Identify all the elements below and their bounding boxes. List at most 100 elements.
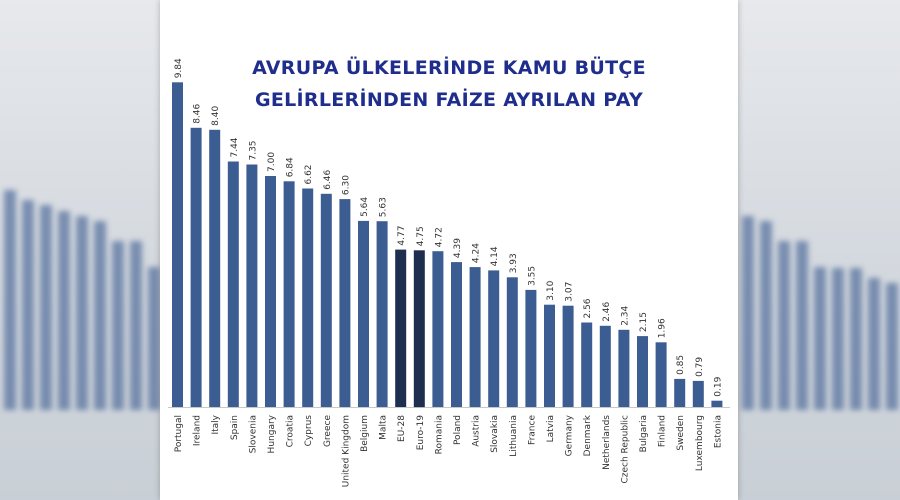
ghost-bar (94, 221, 106, 410)
value-label: 6.30 (341, 175, 351, 195)
ghost-bar (778, 240, 790, 410)
bar-greece (320, 193, 332, 407)
bar-lithuania (506, 277, 518, 407)
category-label: Germany (565, 414, 575, 456)
bar-ireland (190, 127, 202, 408)
value-label: 3.10 (546, 280, 556, 300)
bar-cyprus (302, 188, 314, 407)
category-label: Netherlands (602, 415, 612, 470)
value-label: 8.46 (193, 103, 203, 123)
category-label: Austria (472, 415, 482, 447)
ghost-bar (760, 221, 772, 410)
value-label: 0.19 (713, 376, 723, 396)
value-label: 2.15 (639, 312, 649, 332)
value-label: 7.35 (248, 140, 258, 160)
category-label: Slovakia (490, 415, 500, 453)
value-label: 5.63 (379, 197, 389, 217)
value-label: 2.34 (620, 305, 630, 325)
category-label: Croatia (286, 415, 296, 447)
bar-slovenia (246, 164, 258, 407)
bar-eu-28 (395, 249, 407, 407)
value-label: 9.84 (174, 58, 184, 78)
category-label: Bulgaria (639, 415, 649, 452)
bar-croatia (283, 181, 295, 407)
chart-title-line2: GELİRLERİNDEN FAİZE AYRILAN PAY (254, 89, 644, 111)
value-label: 7.00 (267, 152, 277, 172)
bar-poland (451, 262, 462, 407)
bar-luxembourg (692, 380, 704, 407)
bar-france (525, 289, 537, 407)
right-backdrop (738, 0, 900, 500)
chart-title: AVRUPA ÜLKELERİNDE KAMU BÜTÇE GELİRLERİN… (160, 52, 738, 116)
category-label: Poland (453, 415, 463, 445)
value-label: 7.44 (230, 137, 240, 157)
bar-hungary (265, 176, 276, 407)
ghost-bar (40, 204, 52, 410)
bar-slovakia (488, 270, 500, 407)
category-label: Belgium (360, 415, 370, 452)
ghost-bar (22, 200, 34, 410)
value-label: 5.64 (360, 197, 370, 217)
bar-bulgaria (637, 336, 648, 408)
bar-euro-19 (413, 250, 425, 408)
bar-united-kingdom (339, 199, 351, 407)
category-label: France (527, 415, 537, 445)
value-label: 2.56 (583, 298, 593, 318)
value-label: 1.96 (658, 318, 668, 338)
category-label: Slovenia (248, 415, 258, 453)
bar-latvia (544, 304, 555, 407)
ghost-bar (850, 268, 862, 410)
ghost-bar (76, 216, 88, 410)
value-label: 6.84 (286, 157, 296, 177)
category-label: Greece (323, 415, 333, 447)
ghost-bar (868, 278, 880, 410)
category-label: Italy (211, 414, 221, 434)
left-backdrop (0, 0, 160, 500)
category-label: Ireland (193, 415, 203, 446)
ghost-bar (4, 189, 16, 410)
category-label: Portugal (174, 415, 184, 452)
bar-portugal (172, 82, 183, 408)
bar-finland (655, 342, 667, 407)
ghost-bar (814, 266, 826, 410)
bar-netherlands (599, 325, 611, 407)
ghost-bar (832, 267, 844, 410)
bar-estonia (711, 400, 723, 407)
category-label: EU-28 (397, 415, 407, 442)
bar-sweden (674, 378, 686, 407)
bar-malta (376, 221, 388, 407)
category-label: Latvia (546, 415, 556, 442)
bar-chart: 9.84 Portugal 8.46 Ireland 8.40 Italy 7.44 Spai… (168, 58, 730, 487)
bar-czech-republic (618, 329, 630, 407)
ghost-bar (130, 241, 142, 410)
value-label: 4.24 (472, 243, 482, 263)
category-label: Czech Republic (620, 415, 630, 484)
category-label: Denmark (583, 414, 593, 456)
ghost-bar (148, 266, 160, 410)
value-label: 4.77 (397, 226, 407, 246)
category-label: Luxembourg (695, 415, 705, 471)
category-label: Romania (434, 415, 444, 454)
value-label: 3.07 (565, 282, 575, 302)
value-label: 4.75 (416, 226, 426, 246)
bar-denmark (581, 322, 593, 407)
chart-panel: AVRUPA ÜLKELERİNDE KAMU BÜTÇE GELİRLERİN… (160, 0, 738, 500)
category-label: Lithuania (509, 415, 519, 457)
chart-title-line1: AVRUPA ÜLKELERİNDE KAMU BÜTÇE (252, 57, 646, 79)
category-label: Hungary (267, 414, 277, 453)
value-label: 3.55 (527, 266, 537, 286)
value-label: 6.46 (323, 169, 333, 189)
category-label: United Kingdom (341, 415, 351, 487)
value-label: 0.85 (676, 355, 686, 375)
bar-romania (432, 251, 444, 407)
value-label: 4.72 (434, 227, 444, 247)
value-label: 4.39 (453, 238, 463, 258)
bar-spain (227, 161, 239, 407)
bar-belgium (358, 220, 369, 407)
category-label: Euro-19 (416, 415, 426, 451)
value-label: 2.46 (602, 301, 612, 321)
bar-italy (209, 129, 221, 408)
value-label: 6.62 (304, 164, 314, 184)
ghost-bar (742, 216, 754, 410)
value-label: 8.40 (211, 105, 221, 125)
